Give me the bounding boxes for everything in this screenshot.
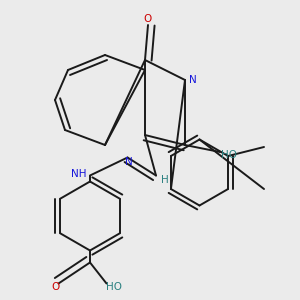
Text: HO: HO — [106, 281, 122, 292]
Text: O: O — [51, 281, 60, 292]
Text: N: N — [189, 75, 196, 85]
Text: NH: NH — [71, 169, 86, 179]
Text: HO: HO — [221, 150, 237, 160]
Text: N: N — [125, 157, 133, 167]
Text: O: O — [144, 14, 152, 24]
Text: H: H — [161, 175, 169, 185]
